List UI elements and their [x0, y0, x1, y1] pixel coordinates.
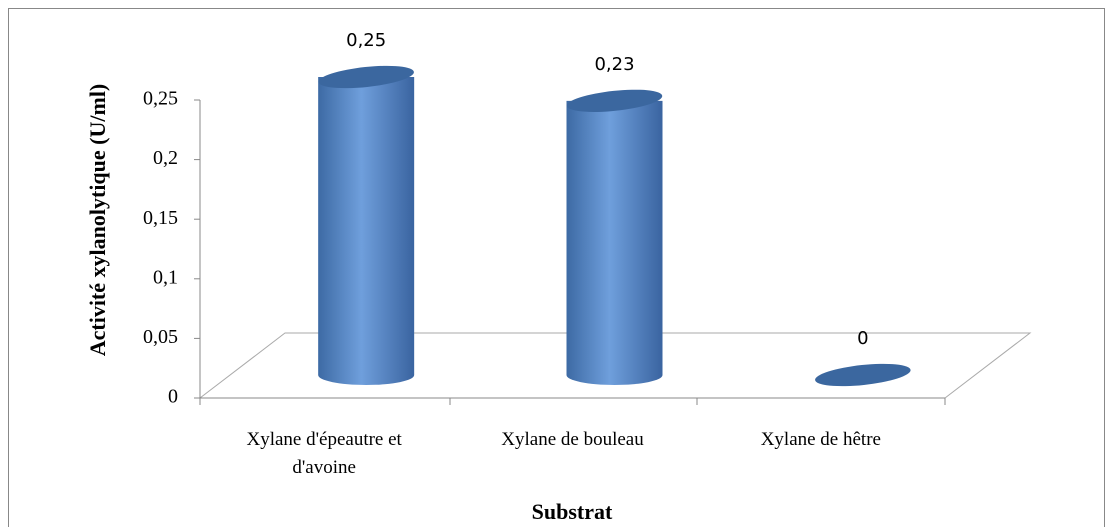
y-tick-label: 0,05 — [143, 326, 178, 348]
y-tick-label: 0,2 — [153, 147, 178, 169]
y-tick-label: 0,15 — [143, 207, 178, 229]
y-tick-label: 0,1 — [153, 266, 178, 288]
x-tick-label: Xylane de bouleau — [501, 429, 644, 450]
bar-top — [815, 363, 911, 387]
data-label: 0 — [857, 328, 868, 349]
y-axis-title: Activité xylanolytique (U/ml) — [85, 84, 110, 357]
bar — [566, 89, 663, 385]
data-label: 0,25 — [346, 30, 386, 51]
x-tick-label: Xylane de hêtre — [760, 429, 881, 450]
y-tick-label: 0,25 — [143, 88, 178, 110]
bar-body — [566, 100, 663, 385]
y-tick-label: 0 — [168, 386, 178, 408]
bar — [815, 363, 911, 387]
data-label: 0,23 — [594, 54, 634, 75]
bar — [318, 65, 415, 385]
bar-top — [566, 89, 663, 112]
bar-top — [318, 65, 414, 89]
x-tick-label: Xylane d'épeautre et d'avoine — [246, 429, 402, 478]
x-axis-title: Substrat — [532, 499, 613, 524]
bar-body — [318, 77, 415, 385]
chart-border — [8, 8, 1105, 527]
